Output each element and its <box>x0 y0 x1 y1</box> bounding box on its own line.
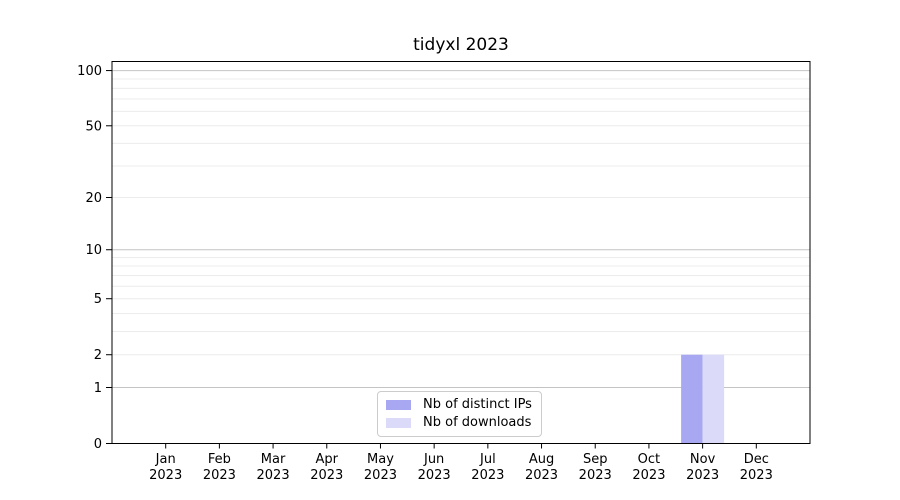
x-tick-label: Mar 2023 <box>257 452 290 483</box>
legend-swatch-downloads <box>386 418 411 428</box>
x-tick-label: Nov 2023 <box>686 452 719 483</box>
legend-label-distinct-ips: Nb of distinct IPs <box>423 397 532 412</box>
y-tick-label: 10 <box>85 243 102 258</box>
x-tick-label: Jun 2023 <box>418 452 451 483</box>
y-tick-label: 2 <box>94 348 102 363</box>
x-tick-label: Oct 2023 <box>632 452 665 483</box>
y-tick-label: 50 <box>85 119 102 134</box>
x-tick-label: Jan 2023 <box>149 452 182 483</box>
bar-nov-2023-s0 <box>681 354 703 444</box>
y-tick-label: 0 <box>94 437 102 452</box>
x-tick-label: Aug 2023 <box>525 452 558 483</box>
x-tick-label: May 2023 <box>364 452 397 483</box>
legend-item-downloads: Nb of downloads <box>386 416 532 430</box>
legend-item-distinct-ips: Nb of distinct IPs <box>386 398 532 412</box>
x-tick-label: Jul 2023 <box>471 452 504 483</box>
bar-nov-2023-s1 <box>702 354 725 444</box>
y-tick-label: 5 <box>94 292 102 307</box>
y-tick-label: 20 <box>85 191 102 206</box>
chart-title: tidyxl 2023 <box>413 35 509 55</box>
y-tick-label: 100 <box>77 64 102 79</box>
legend-label-downloads: Nb of downloads <box>423 415 532 430</box>
legend: Nb of distinct IPs Nb of downloads <box>377 391 542 437</box>
legend-swatch-distinct-ips <box>386 400 411 410</box>
x-tick-label: Dec 2023 <box>740 452 773 483</box>
x-tick-label: Apr 2023 <box>310 452 343 483</box>
x-tick-label: Sep 2023 <box>579 452 612 483</box>
y-tick-label: 1 <box>94 381 102 396</box>
plot-frame <box>111 61 811 444</box>
x-tick-label: Feb 2023 <box>203 452 236 483</box>
